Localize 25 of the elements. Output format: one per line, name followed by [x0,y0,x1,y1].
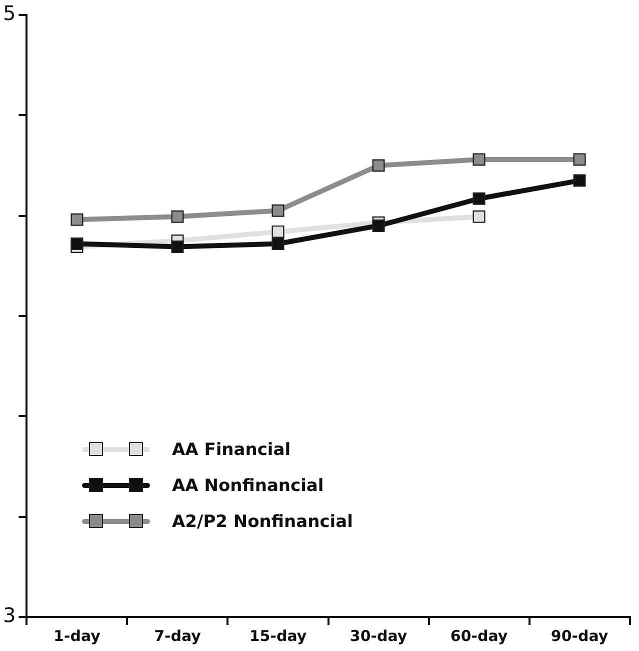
point [372,219,385,232]
x-tick-label: 90-day [550,626,608,645]
point [472,210,486,223]
y-tick-label: 5 [2,1,16,26]
x-tick-label: 60-day [450,626,508,645]
point [171,240,184,254]
x-tick-label: 15-day [249,626,307,645]
x-tick-label: 30-day [350,626,408,645]
point [573,153,586,166]
point [573,174,586,187]
point [171,210,184,223]
legend-label: A2/P2 Nonfinancial [172,512,353,532]
point [472,153,486,166]
legend-label: AA Nonfinancial [172,476,324,496]
y-tick-label: 3 [2,603,16,628]
legend-label: AA Financial [172,440,291,460]
point [272,204,284,217]
point [372,159,385,172]
point [70,238,84,250]
x-tick-label: 7-day [154,626,202,645]
point [272,225,284,238]
point [472,192,486,205]
point [70,213,84,226]
x-tick-label: 1-day [54,626,101,645]
point [272,238,284,250]
